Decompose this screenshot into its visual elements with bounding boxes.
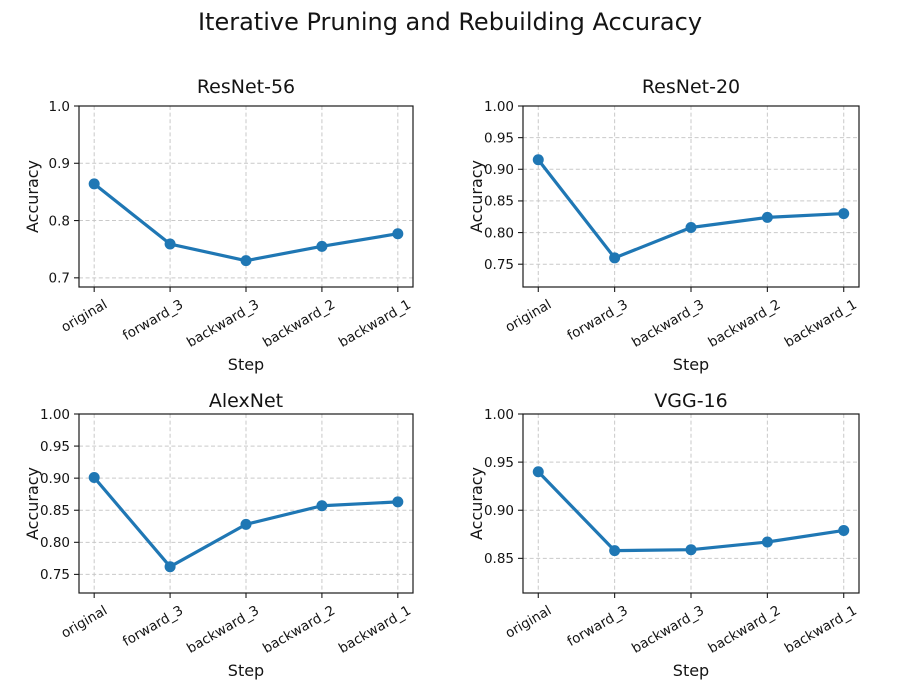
subplot-resnet-20: 0.75 0.80 0.85 0.90 0.95 1.00 original forward_…: [467, 76, 860, 374]
subplot-title: ResNet-56: [197, 76, 295, 98]
plot-area: 0.75 0.80 0.85 0.90 0.95 1.00 original forward_…: [40, 407, 414, 657]
data-point: [240, 255, 252, 267]
y-tick-label: 1.00: [484, 99, 514, 115]
x-tick-label: backward_2: [260, 603, 338, 657]
data-point: [761, 211, 773, 223]
subplot-title: VGG-16: [654, 390, 727, 412]
data-point: [392, 496, 404, 508]
figure-title: Iterative Pruning and Rebuilding Accurac…: [197, 8, 703, 36]
x-tick-label: backward_3: [629, 297, 707, 351]
x-tick-label: backward_3: [184, 603, 262, 657]
x-tick-label: forward_3: [565, 297, 631, 344]
data-point: [240, 518, 252, 530]
plot-area: 0.75 0.80 0.85 0.90 0.95 1.00 original forward_…: [484, 99, 860, 351]
data-point: [316, 240, 328, 252]
x-tick-label: backward_3: [629, 603, 707, 657]
y-tick-label: 0.85: [484, 194, 514, 210]
subplot-alexnet: 0.75 0.80 0.85 0.90 0.95 1.00 original forward_…: [23, 390, 414, 680]
x-tick-label: backward_1: [336, 603, 414, 657]
y-tick-label: 0.7: [49, 271, 70, 287]
y-tick-label: 0.90: [484, 503, 514, 519]
y-tick-label: 1.00: [40, 407, 70, 423]
data-point: [532, 154, 544, 166]
x-tick-label: forward_3: [565, 603, 631, 650]
x-tick-label: forward_3: [120, 603, 186, 650]
y-axis-label: Accuracy: [467, 467, 486, 540]
subplot-title: AlexNet: [209, 390, 283, 412]
x-tick-label: original: [58, 297, 110, 336]
data-point: [164, 238, 176, 250]
x-tick-label: backward_1: [782, 603, 860, 657]
x-axis-label: Step: [673, 355, 709, 374]
x-tick-label: backward_2: [706, 603, 784, 657]
y-tick-label: 0.85: [40, 503, 70, 519]
data-point: [88, 178, 100, 190]
y-tick-label: 0.80: [484, 225, 514, 241]
data-point: [838, 208, 850, 220]
y-axis-label: Accuracy: [23, 160, 42, 233]
y-tick-label: 0.9: [49, 156, 70, 172]
y-axis-label: Accuracy: [23, 467, 42, 540]
y-axis-label: Accuracy: [467, 160, 486, 233]
y-tick-label: 0.8: [49, 213, 70, 229]
x-tick-label: forward_3: [120, 297, 186, 344]
data-point: [164, 561, 176, 573]
y-tick-label: 0.75: [40, 567, 70, 583]
subplot-title: ResNet-20: [642, 76, 740, 98]
y-tick-label: 0.95: [484, 130, 514, 146]
data-point: [316, 500, 328, 512]
x-tick-label: backward_1: [782, 297, 860, 351]
data-point: [685, 544, 697, 556]
x-axis-label: Step: [228, 661, 264, 680]
y-tick-label: 0.90: [40, 471, 70, 487]
data-point: [88, 472, 100, 484]
data-point: [532, 466, 544, 478]
y-tick-label: 0.75: [484, 257, 514, 273]
y-tick-label: 0.85: [484, 551, 514, 567]
x-tick-label: original: [503, 603, 555, 642]
data-point: [609, 545, 621, 557]
data-point: [761, 536, 773, 548]
y-tick-label: 1.00: [484, 407, 514, 423]
x-tick-label: backward_2: [706, 297, 784, 351]
x-tick-label: original: [503, 297, 555, 336]
y-tick-label: 0.80: [40, 535, 70, 551]
data-point: [838, 524, 850, 536]
data-point: [609, 252, 621, 264]
y-tick-label: 0.95: [484, 455, 514, 471]
x-tick-label: original: [58, 603, 110, 642]
x-tick-label: backward_2: [260, 297, 338, 351]
y-tick-label: 0.95: [40, 439, 70, 455]
x-tick-label: backward_1: [336, 297, 414, 351]
data-point: [685, 222, 697, 234]
x-tick-label: backward_3: [184, 297, 262, 351]
y-tick-label: 1.0: [49, 99, 70, 115]
y-tick-label: 0.90: [484, 162, 514, 178]
x-axis-label: Step: [228, 355, 264, 374]
x-axis-label: Step: [673, 661, 709, 680]
data-point: [392, 228, 404, 240]
